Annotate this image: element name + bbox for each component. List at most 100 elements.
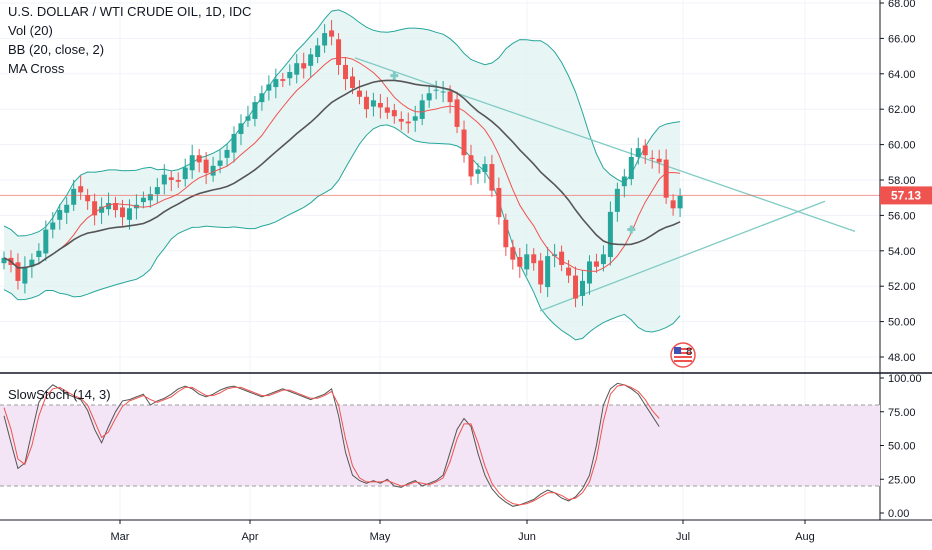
candle-body	[607, 211, 613, 257]
candle-body	[573, 275, 579, 299]
candle-body	[510, 247, 516, 260]
price-axis-label: 60.00	[888, 140, 916, 152]
candle-body	[203, 159, 209, 173]
candle-body	[57, 210, 63, 220]
candle-body	[600, 254, 606, 265]
time-axis-label: Apr	[241, 531, 258, 543]
candle-body	[92, 201, 98, 216]
uptrend-line	[539, 200, 826, 312]
candle-body	[196, 155, 202, 163]
candle-body	[642, 145, 648, 156]
candle-body	[22, 266, 28, 284]
candle-body	[273, 79, 279, 88]
price-axis-label: 64.00	[888, 69, 916, 81]
candle-body	[71, 188, 77, 205]
event-count: 8	[686, 346, 692, 358]
price-axis-label: 68.00	[888, 0, 916, 10]
indicator-volume[interactable]: Vol (20)	[8, 23, 53, 38]
chart-title: U.S. DOLLAR / WTI CRUDE OIL, 1D, IDC	[8, 4, 252, 19]
candle-body	[119, 207, 125, 218]
candle-body	[426, 93, 432, 101]
candle-body	[670, 200, 676, 209]
stoch-band-fill	[0, 405, 880, 486]
candle-body	[64, 204, 70, 213]
candle-body	[322, 33, 328, 46]
time-axis-label: Jul	[676, 531, 690, 543]
candle-body	[496, 187, 502, 218]
candle-body	[126, 208, 132, 220]
candle-body	[106, 203, 112, 210]
price-axis-label: 62.00	[888, 104, 916, 116]
candle-body	[15, 262, 21, 281]
candle-body	[593, 261, 599, 267]
candle-body	[677, 195, 683, 209]
bollinger-upper-line	[3, 9, 681, 237]
flag-stripe	[674, 360, 692, 362]
candle-body	[50, 222, 56, 230]
candle-body	[350, 76, 355, 88]
last-price-label: 57.13	[891, 188, 921, 202]
candle-body	[161, 174, 167, 185]
candle-body	[419, 100, 425, 119]
candle-body	[78, 186, 84, 193]
candle-body	[649, 157, 655, 159]
price-axis-label: 50.00	[888, 317, 916, 329]
candle-body	[566, 267, 572, 276]
candle-body	[29, 259, 35, 267]
candle-body	[503, 219, 509, 248]
indicator-ma-cross[interactable]: MA Cross	[8, 61, 65, 76]
candle-body	[447, 91, 453, 103]
candle-body	[189, 155, 195, 171]
ma-cross-marker	[627, 225, 636, 234]
candle-body	[398, 118, 404, 122]
candle-body	[315, 45, 321, 57]
candle-body	[663, 159, 669, 198]
candles	[1, 19, 683, 308]
time-axis-label: Mar	[111, 531, 130, 543]
oscillator-legend: SlowStoch (14, 3)	[8, 385, 111, 404]
candle-body	[238, 123, 244, 134]
candle-body	[356, 90, 362, 97]
candle-body	[99, 206, 105, 213]
candle-body	[336, 39, 342, 65]
candle-body	[384, 107, 390, 113]
chart-legend: U.S. DOLLAR / WTI CRUDE OIL, 1D, IDC Vol…	[8, 2, 251, 78]
candle-body	[363, 96, 369, 110]
candle-body	[614, 188, 620, 212]
candle-body	[517, 256, 523, 267]
candle-body	[412, 116, 418, 121]
candle-body	[489, 164, 495, 191]
candle-body	[329, 30, 335, 37]
candle-body	[454, 99, 460, 127]
candle-body	[468, 155, 474, 177]
candle-body	[635, 148, 641, 157]
flag-stripe	[674, 348, 692, 350]
price-axis-label: 54.00	[888, 246, 916, 258]
candle-body	[85, 195, 91, 202]
indicator-bollinger[interactable]: BB (20, close, 2)	[8, 42, 105, 57]
bollinger-lower-line	[3, 124, 681, 341]
candle-body	[287, 72, 293, 79]
candle-body	[1, 257, 7, 264]
candle-body	[370, 100, 376, 107]
stoch-axis-label: 0.00	[888, 508, 909, 520]
ma-fast-line	[3, 56, 681, 272]
candle-body	[656, 158, 662, 163]
candle-body	[231, 133, 237, 153]
candle-body	[175, 180, 181, 182]
candle-body	[266, 84, 272, 91]
price-axis-label: 66.00	[888, 33, 916, 45]
event-flag-icon: 8	[670, 342, 696, 368]
stoch-axis-label: 75.00	[888, 407, 916, 419]
candle-body	[252, 102, 258, 119]
candle-body	[405, 121, 411, 124]
time-axis-label: Aug	[795, 531, 815, 543]
candle-body	[280, 79, 286, 81]
flag-stripe	[674, 356, 692, 358]
candle-body	[36, 250, 42, 257]
candle-body	[140, 197, 146, 203]
indicator-slowstoch[interactable]: SlowStoch (14, 3)	[8, 387, 111, 402]
candle-body	[621, 176, 627, 187]
candle-body	[531, 254, 537, 264]
